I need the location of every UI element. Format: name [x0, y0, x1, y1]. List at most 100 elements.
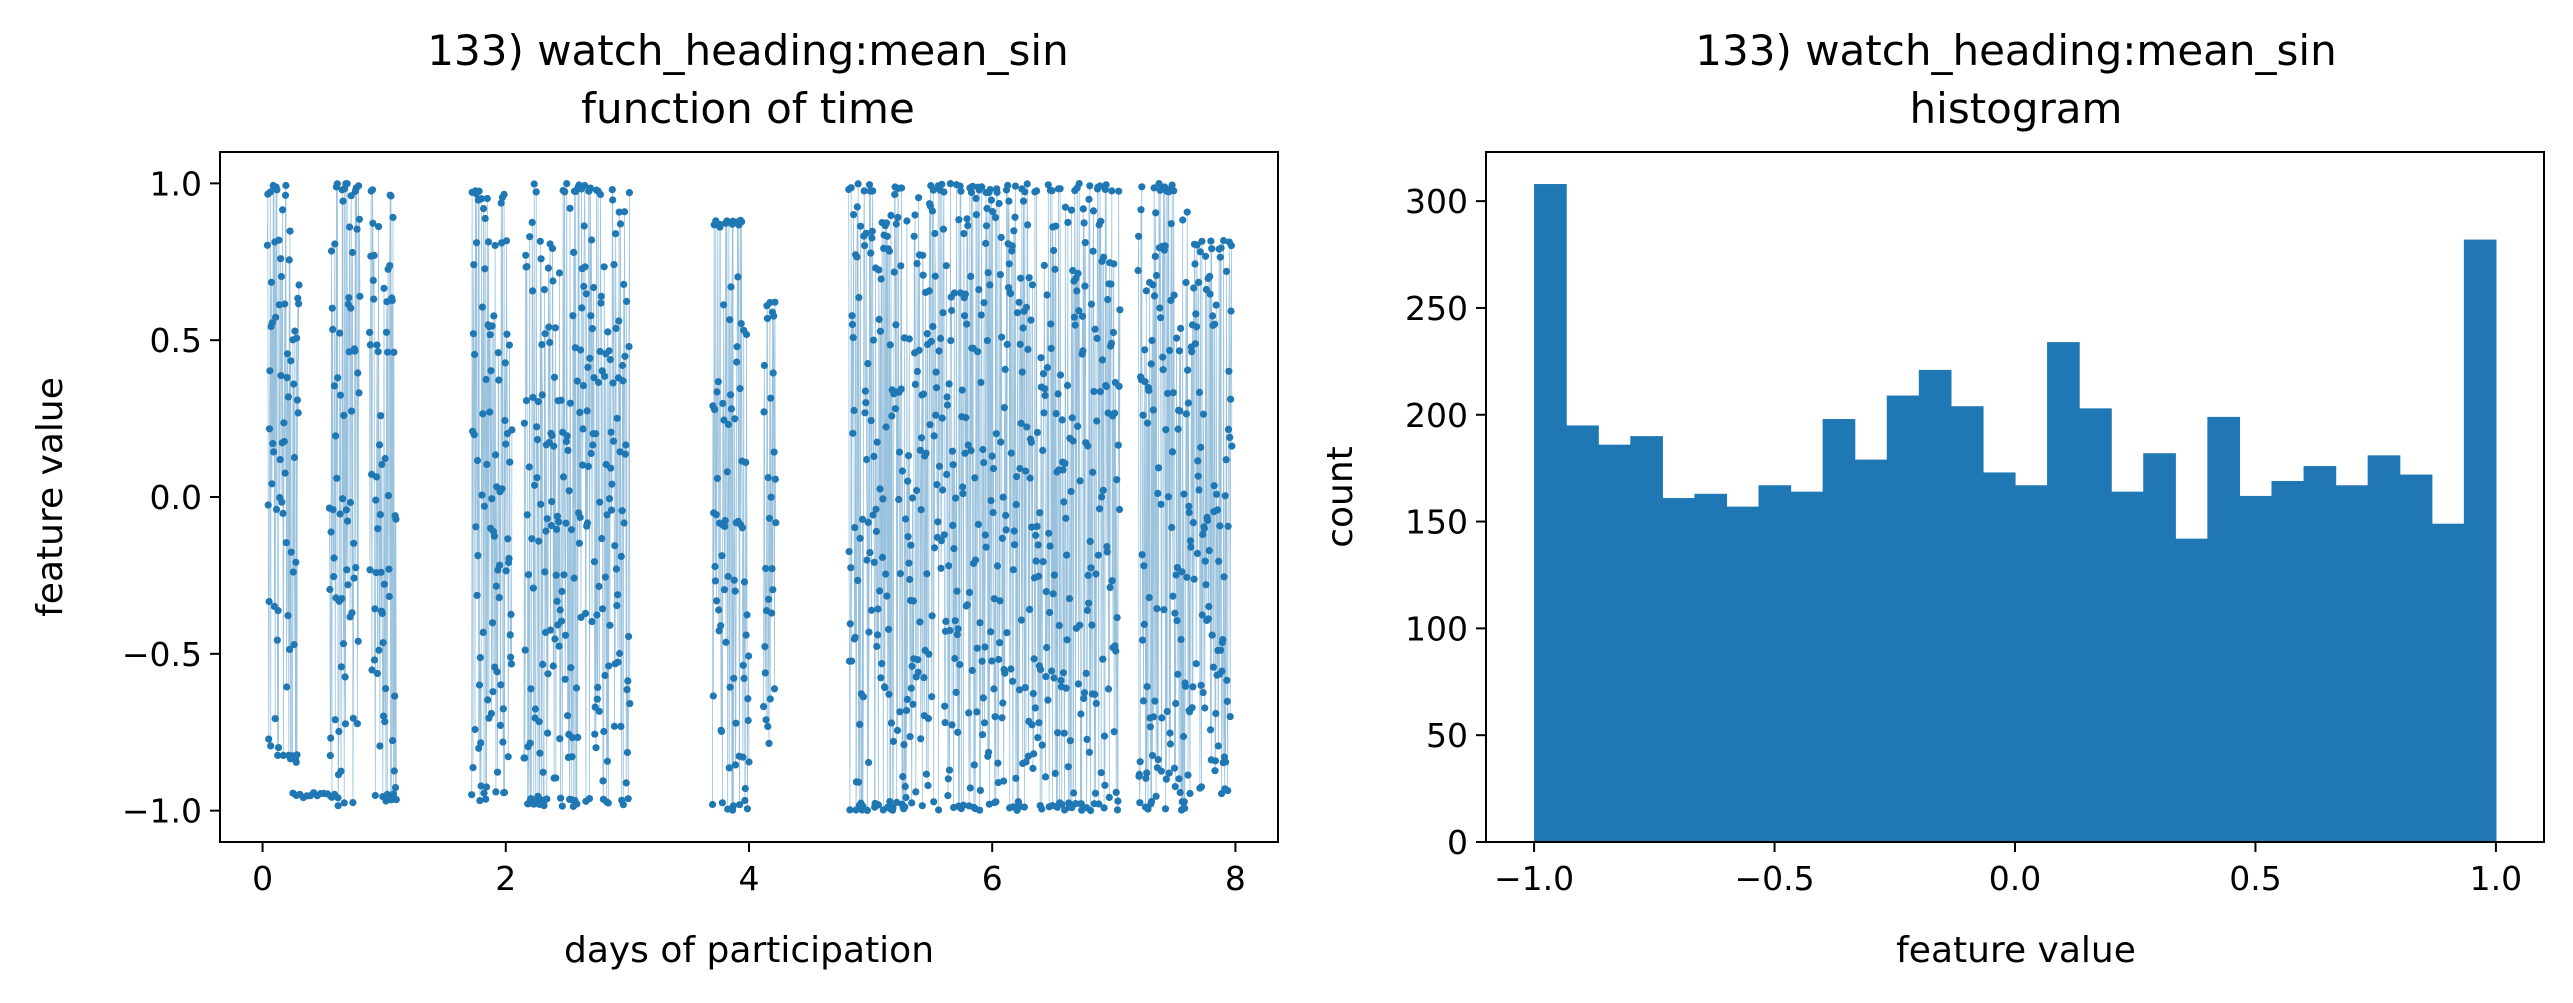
data-point	[862, 229, 870, 237]
data-point	[988, 452, 996, 460]
data-point	[864, 360, 872, 368]
data-point	[1152, 209, 1160, 217]
histogram-bar	[1886, 395, 1920, 842]
data-point	[932, 384, 941, 392]
data-point	[532, 188, 540, 196]
data-point	[866, 549, 874, 557]
data-point	[1069, 266, 1077, 275]
data-point	[1202, 252, 1210, 260]
data-point	[561, 188, 569, 196]
data-point	[1190, 575, 1198, 583]
data-point	[504, 753, 512, 761]
data-point	[558, 802, 566, 810]
data-point	[1212, 709, 1220, 718]
data-point	[1018, 368, 1026, 376]
data-point	[910, 232, 918, 240]
data-point	[929, 322, 937, 331]
data-point	[999, 493, 1007, 501]
y-tick-label: 1.0	[150, 164, 202, 203]
data-point	[865, 628, 873, 636]
data-point	[566, 399, 575, 407]
data-point	[581, 181, 589, 190]
data-point	[1011, 213, 1019, 221]
data-point	[378, 460, 386, 469]
data-point	[929, 186, 937, 194]
data-point	[987, 497, 995, 505]
data-point	[974, 348, 982, 356]
data-point	[615, 317, 623, 325]
data-point	[1186, 789, 1194, 798]
data-point	[389, 737, 397, 745]
data-point	[1010, 527, 1018, 535]
data-point	[541, 568, 549, 576]
data-point	[944, 775, 952, 783]
data-point	[904, 452, 913, 460]
data-point	[581, 263, 589, 271]
data-point	[355, 182, 363, 190]
data-point	[1074, 269, 1082, 277]
data-point	[594, 683, 602, 692]
data-point	[922, 770, 931, 778]
data-point	[940, 531, 948, 539]
data-point	[1157, 314, 1165, 322]
data-point	[737, 320, 745, 328]
data-point	[355, 215, 363, 223]
data-point	[770, 448, 778, 456]
data-point	[714, 378, 722, 386]
data-point	[590, 558, 599, 566]
data-point	[348, 609, 356, 617]
data-point	[922, 449, 930, 457]
data-point	[861, 387, 870, 395]
data-point	[479, 410, 487, 418]
data-point	[277, 372, 285, 380]
data-point	[588, 618, 596, 626]
data-point	[609, 379, 617, 387]
data-point	[604, 799, 612, 807]
data-point	[978, 183, 986, 191]
data-point	[1145, 594, 1153, 602]
data-point	[937, 537, 946, 545]
data-point	[378, 609, 386, 618]
data-point	[265, 425, 274, 433]
data-point	[741, 784, 749, 793]
data-point	[1200, 524, 1208, 533]
data-point	[867, 417, 875, 425]
data-point	[1031, 704, 1039, 712]
data-point	[583, 407, 591, 415]
data-point	[920, 674, 928, 682]
data-point	[1219, 636, 1227, 644]
data-point	[952, 494, 960, 502]
data-point	[477, 739, 485, 747]
data-point	[1049, 590, 1057, 598]
data-point	[1067, 487, 1075, 496]
data-point	[770, 685, 779, 693]
data-point	[1034, 541, 1042, 549]
data-point	[536, 749, 544, 757]
data-point	[553, 525, 561, 534]
data-point	[711, 562, 719, 571]
data-point	[625, 343, 633, 351]
data-point	[1075, 307, 1083, 315]
data-point	[1054, 729, 1062, 737]
data-point	[334, 374, 342, 382]
data-point	[332, 432, 340, 440]
data-point	[487, 709, 495, 718]
data-point	[521, 646, 529, 654]
data-point	[878, 553, 887, 562]
data-point	[1160, 606, 1168, 614]
data-point	[626, 700, 634, 708]
data-point	[727, 391, 735, 399]
data-point	[926, 421, 934, 429]
data-point	[769, 586, 777, 594]
data-point	[377, 568, 385, 576]
histogram-bar	[2239, 495, 2273, 842]
data-point	[729, 802, 738, 810]
data-point	[1059, 466, 1067, 474]
data-point	[959, 490, 967, 498]
data-point	[892, 321, 900, 329]
data-point	[609, 437, 618, 445]
data-point	[370, 656, 379, 664]
data-point	[371, 605, 379, 613]
data-point	[482, 795, 490, 803]
data-point	[478, 195, 486, 203]
